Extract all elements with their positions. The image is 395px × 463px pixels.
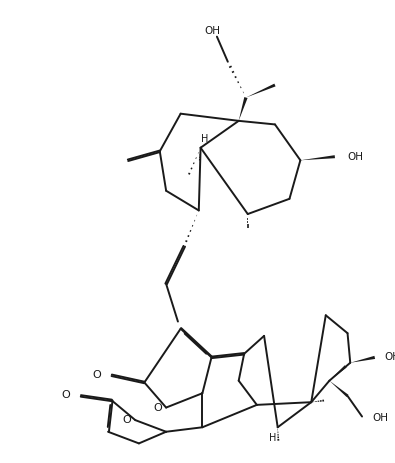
Text: O: O bbox=[153, 402, 162, 413]
Text: OH: OH bbox=[347, 152, 363, 162]
Text: H: H bbox=[269, 433, 277, 443]
Polygon shape bbox=[329, 381, 348, 397]
Polygon shape bbox=[246, 84, 276, 98]
Text: OH: OH bbox=[384, 352, 395, 363]
Text: OH: OH bbox=[204, 26, 220, 36]
Text: O: O bbox=[92, 369, 101, 380]
Text: O: O bbox=[122, 415, 132, 425]
Polygon shape bbox=[300, 155, 335, 160]
Polygon shape bbox=[329, 365, 347, 381]
Polygon shape bbox=[239, 97, 248, 121]
Text: H: H bbox=[201, 134, 209, 144]
Polygon shape bbox=[350, 356, 375, 363]
Text: O: O bbox=[62, 390, 70, 400]
Text: OH: OH bbox=[372, 413, 389, 423]
